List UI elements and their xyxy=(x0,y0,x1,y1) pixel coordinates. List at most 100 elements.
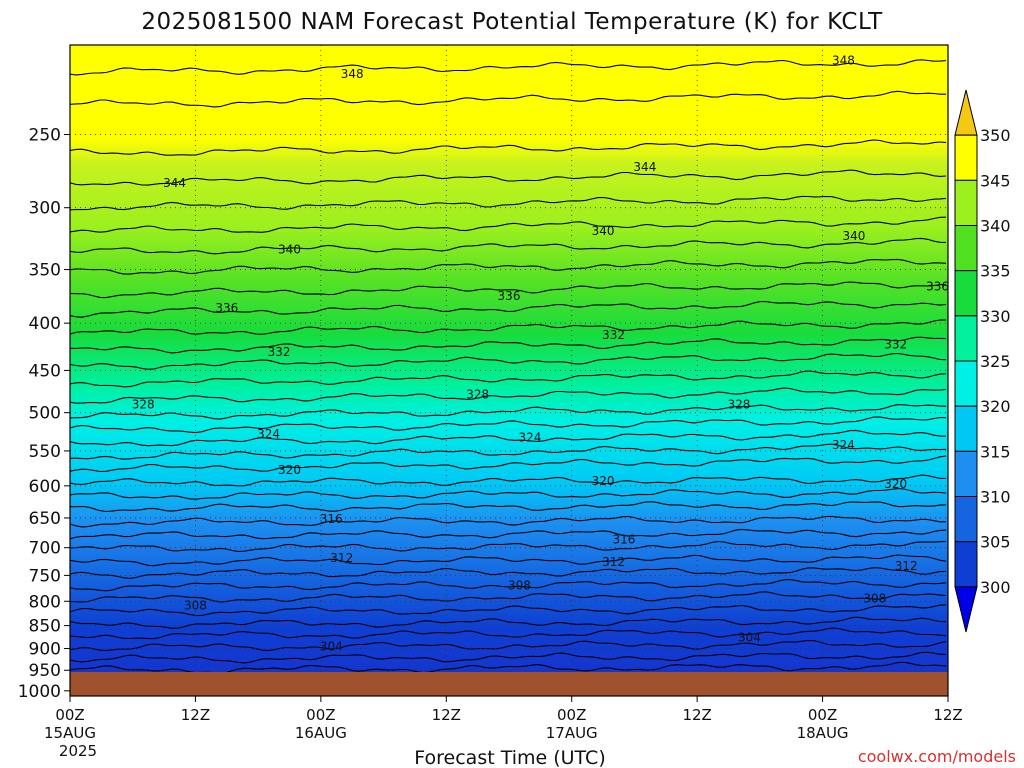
colorbar-box xyxy=(954,270,978,317)
contour-label: 320 xyxy=(278,463,301,477)
x-tick-date-label: 15AUG xyxy=(44,724,96,742)
contour-line-5 xyxy=(70,216,947,233)
colorbar-box xyxy=(954,405,978,452)
contour-label: 332 xyxy=(884,338,907,352)
contour-label: 328 xyxy=(727,398,750,412)
colorbar-box xyxy=(954,450,978,498)
contour-line-35 xyxy=(70,661,947,672)
contour-label: 348 xyxy=(341,67,364,81)
contour-label: 332 xyxy=(602,328,625,342)
y-tick-label: 900 xyxy=(29,640,61,660)
y-tick-label: 400 xyxy=(29,314,61,334)
contour-label: 304 xyxy=(320,639,343,653)
colorbar-label: 310 xyxy=(980,488,1011,507)
x-tick-year-label: 2025 xyxy=(59,742,97,760)
contour-label: 320 xyxy=(592,474,615,488)
chart-title: 2025081500 NAM Forecast Potential Temper… xyxy=(141,9,883,35)
contour-labels: 348 348 344 344 340 340 340 336 336 336 332 332 332 3… xyxy=(132,54,949,654)
contour-line-15 xyxy=(70,404,947,420)
contour-line-16 xyxy=(70,416,947,434)
x-tick-date-label: 16AUG xyxy=(295,724,347,742)
contour-line-7 xyxy=(70,258,947,275)
contour-label: 320 xyxy=(884,477,907,491)
contour-label: 328 xyxy=(132,398,155,412)
y-tick-label: 550 xyxy=(29,442,61,462)
y-tick-label: 750 xyxy=(29,566,61,586)
contour-line-25 xyxy=(70,540,947,552)
contour-label: 308 xyxy=(184,598,207,612)
contour-line-11 xyxy=(70,336,947,354)
colorbar-box xyxy=(954,134,978,181)
x-tick-label: 00Z xyxy=(557,706,586,724)
contour-label: 344 xyxy=(163,176,186,190)
y-tick-label: 250 xyxy=(29,126,61,146)
colorbar-label: 340 xyxy=(980,217,1011,236)
contour-label: 308 xyxy=(863,591,886,605)
colorbar-label: 315 xyxy=(980,442,1011,461)
colorbar-label: 335 xyxy=(980,262,1011,281)
contour-line-13 xyxy=(70,370,947,388)
x-tick-date-label: 18AUG xyxy=(797,724,849,742)
colorbar-label: 305 xyxy=(980,533,1011,552)
contour-label: 312 xyxy=(330,551,353,565)
contour-line-6 xyxy=(70,237,947,255)
contour-label: 344 xyxy=(633,160,656,174)
x-axis-label: Forecast Time (UTC) xyxy=(414,747,605,768)
contour-line-27 xyxy=(70,567,947,579)
x-tick-label: 12Z xyxy=(181,706,210,724)
contour-line-14 xyxy=(70,387,947,404)
contour-label: 340 xyxy=(592,224,615,238)
y-tick-label: 600 xyxy=(29,477,61,497)
contour-line-28 xyxy=(70,579,947,592)
x-tick-label: 00Z xyxy=(55,706,84,724)
contour-lines xyxy=(70,59,947,672)
contour-label: 316 xyxy=(320,512,343,526)
y-tick-label: 650 xyxy=(29,509,61,529)
contour-label: 324 xyxy=(518,431,541,445)
contour-line-20 xyxy=(70,474,947,487)
contour-line-9 xyxy=(70,301,947,318)
colorbar-box xyxy=(954,315,978,362)
contour-line-34 xyxy=(70,651,947,664)
plot-area: 348 348 344 344 340 340 340 336 336 336 332 332 332 3… xyxy=(69,44,949,697)
contour-label: 304 xyxy=(738,631,761,645)
contour-label: 348 xyxy=(832,54,855,68)
contour-line-21 xyxy=(70,488,947,500)
contour-label: 324 xyxy=(832,438,855,452)
contour-line-18 xyxy=(70,443,947,460)
colorbar-label: 320 xyxy=(980,397,1011,416)
contour-label: 332 xyxy=(268,345,291,359)
colorbar: 300 305 310 315 320 325 330 335 340 345 350 xyxy=(954,89,1011,633)
contour-line-1 xyxy=(70,90,946,108)
contour-line-4 xyxy=(70,195,947,211)
y-tick-label: 1000 xyxy=(18,682,61,702)
y-tick-label: 800 xyxy=(29,592,61,612)
colorbar-label: 345 xyxy=(980,171,1011,190)
y-tick-label: 300 xyxy=(29,199,61,219)
x-tick-label: 12Z xyxy=(933,706,962,724)
colorbar-box xyxy=(954,360,978,407)
contour-line-17 xyxy=(70,429,947,447)
colorbar-label: 325 xyxy=(980,352,1011,371)
contour-line-10 xyxy=(70,319,947,335)
contour-line-19 xyxy=(70,455,947,473)
contour-line-24 xyxy=(70,528,947,540)
contour-label: 336 xyxy=(215,301,238,315)
contour-label: 340 xyxy=(842,229,865,243)
contour-label: 328 xyxy=(466,388,489,402)
colorbar-extend-min xyxy=(954,586,978,633)
contour-line-26 xyxy=(70,554,947,567)
contour-label: 336 xyxy=(498,289,521,303)
contour-line-0 xyxy=(70,59,947,76)
contour-label: 316 xyxy=(613,533,636,547)
contour-line-32 xyxy=(70,627,947,640)
contour-label: 324 xyxy=(257,427,280,441)
colorbar-label: 350 xyxy=(980,126,1011,145)
colorbar-box xyxy=(954,225,978,272)
contour-line-2 xyxy=(70,139,947,156)
contour-line-23 xyxy=(70,515,946,528)
y-tick-label: 500 xyxy=(29,404,61,424)
colorbar-box xyxy=(954,541,978,588)
credit-text: coolwx.com/models xyxy=(858,747,1016,766)
